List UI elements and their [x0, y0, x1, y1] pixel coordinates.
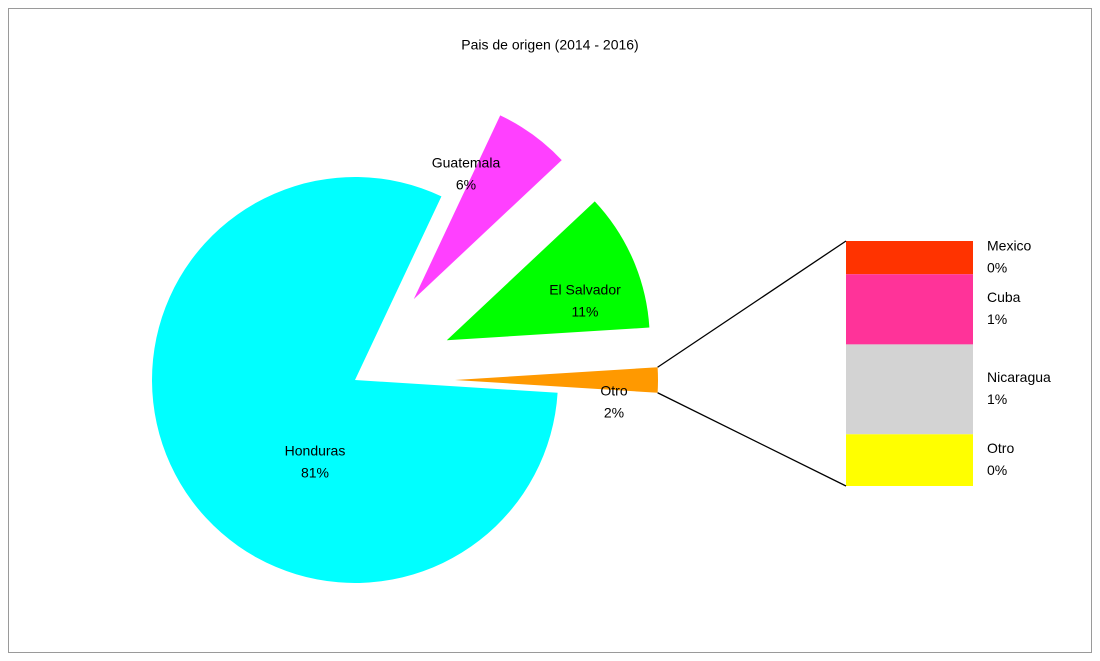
bar-label: Otro [987, 440, 1014, 456]
bar-value-label: 1% [987, 311, 1007, 327]
connector-line [657, 392, 847, 487]
bar-value-label: 1% [987, 391, 1007, 407]
bar-value-label: 0% [987, 462, 1007, 478]
pie-slice [446, 201, 650, 341]
slice-label: Honduras [285, 443, 346, 459]
bar-label: Cuba [987, 289, 1021, 305]
slice-value-label: 6% [456, 177, 476, 193]
pie-slice [151, 177, 558, 583]
pie-slice [455, 367, 658, 393]
bar-segment [846, 434, 973, 486]
slice-label: Guatemala [432, 155, 501, 171]
bar-label: Nicaragua [987, 369, 1051, 385]
slice-value-label: 11% [572, 304, 599, 320]
slice-value-label: 2% [604, 405, 624, 421]
connector-line [657, 240, 847, 368]
slice-label: Otro [600, 383, 627, 399]
chart-title: Pais de origen (2014 - 2016) [461, 37, 638, 53]
slice-value-label: 81% [301, 465, 329, 481]
bar-value-label: 0% [987, 259, 1007, 275]
bar-segment [846, 241, 973, 275]
slice-label: El Salvador [549, 282, 621, 298]
pie-slice [413, 115, 562, 300]
bar-segment [846, 274, 973, 345]
bar-segment [846, 344, 973, 435]
bar-label: Mexico [987, 237, 1032, 253]
